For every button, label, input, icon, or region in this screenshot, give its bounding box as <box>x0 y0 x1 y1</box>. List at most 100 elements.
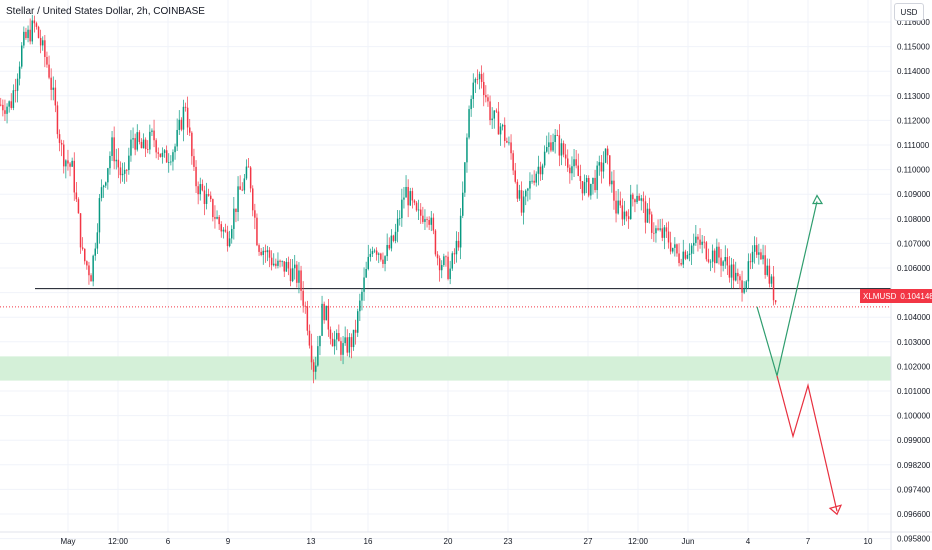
candle-body <box>504 124 506 141</box>
candle-body <box>657 228 659 230</box>
candle-body <box>180 119 183 130</box>
candle-body <box>2 104 4 111</box>
candle-body <box>315 365 317 372</box>
candle-body <box>12 90 15 108</box>
candle-body <box>619 200 621 206</box>
candle-body <box>661 228 663 238</box>
candle-body <box>447 256 449 279</box>
candle-body <box>218 216 220 225</box>
candle-body <box>413 200 416 203</box>
candle-body <box>501 124 504 127</box>
candle-body <box>651 214 653 233</box>
candle-body <box>394 231 397 241</box>
candle-body <box>770 276 773 284</box>
candle-body <box>476 79 479 80</box>
candle-body <box>592 177 594 184</box>
candle-body <box>176 129 178 147</box>
candle-body <box>281 261 283 263</box>
candle-body <box>201 184 204 191</box>
currency-button[interactable]: USD <box>894 3 924 21</box>
candle-body <box>693 242 695 246</box>
candle-body <box>224 229 227 232</box>
candle-body <box>262 250 264 255</box>
candle-body <box>417 209 420 211</box>
candle-body <box>634 199 636 203</box>
candle-body <box>302 290 304 306</box>
candle-body <box>357 311 359 333</box>
chart-title: Stellar / United States Dollar, 2h, COIN… <box>6 6 205 17</box>
candle-body <box>275 263 277 266</box>
y-tick-label: 0.098200 <box>897 461 931 470</box>
candle-body <box>774 300 777 303</box>
candle-body <box>392 235 395 241</box>
candle-body <box>189 127 191 133</box>
candle-body <box>701 241 703 245</box>
candle-body <box>491 118 493 121</box>
candle-body <box>10 101 12 108</box>
candle-body <box>329 329 332 339</box>
candle-body <box>134 138 136 150</box>
candle-body <box>436 254 439 259</box>
candle-body <box>386 244 388 257</box>
candle-body <box>182 106 185 130</box>
candle-body <box>766 265 768 275</box>
x-tick-label: 13 <box>307 537 316 546</box>
candle-body <box>674 244 676 248</box>
candle-body <box>403 197 405 200</box>
candle-body <box>623 211 626 220</box>
candle-body <box>325 305 327 321</box>
candle-body <box>210 195 212 200</box>
x-tick-label: 23 <box>504 537 513 546</box>
y-tick-label: 0.116000 <box>897 18 930 27</box>
candle-body <box>233 208 235 229</box>
candle-body <box>409 191 411 206</box>
candle-body <box>235 208 237 212</box>
candle-body <box>102 185 105 188</box>
candle-body <box>90 275 92 282</box>
candle-body <box>459 215 462 248</box>
y-tick-label: 0.113000 <box>897 92 930 101</box>
candle-body <box>567 158 569 168</box>
candle-body <box>298 270 300 283</box>
candle-body <box>92 255 94 282</box>
candle-body <box>678 253 680 264</box>
candle-body <box>625 211 628 217</box>
candle-body <box>115 159 117 162</box>
y-tick-label: 0.115000 <box>897 43 930 52</box>
candle-body <box>174 146 176 153</box>
candle-body <box>138 132 141 142</box>
candle-body <box>577 165 579 176</box>
candle-body <box>453 253 456 255</box>
candle-body <box>75 192 78 200</box>
candle-body <box>172 152 174 162</box>
candle-body <box>590 183 592 196</box>
candle-body <box>537 166 540 174</box>
candle-body <box>241 189 243 191</box>
candle-body <box>539 166 542 175</box>
candle-body <box>684 251 687 259</box>
candle-body <box>758 252 760 255</box>
candle-body <box>273 263 275 266</box>
y-tick-label: 0.104000 <box>897 313 931 322</box>
candle-body <box>382 259 384 264</box>
price-axis[interactable]: 0.116000 0.115000 0.114000 0.113000 0.112000… <box>897 18 931 550</box>
candle-body <box>438 258 441 271</box>
candle-body <box>499 126 502 135</box>
candle-body <box>338 333 340 342</box>
candle-body <box>42 40 44 46</box>
candle-body <box>703 241 705 243</box>
candle-body <box>285 261 288 272</box>
candle-body <box>768 265 771 284</box>
candle-body <box>489 101 491 121</box>
candle-body <box>598 162 600 166</box>
candle-body <box>562 143 565 155</box>
candle-body <box>384 256 386 264</box>
candle-body <box>745 281 747 289</box>
time-axis[interactable]: May 12:00 6 9 13 16 20 23 27 12:00 Jun 4 7 10 <box>60 537 873 546</box>
candle-body <box>369 253 372 257</box>
candle-body <box>71 160 73 167</box>
candle-body <box>371 251 374 254</box>
candle-body <box>231 228 233 239</box>
candle-body <box>203 190 206 204</box>
